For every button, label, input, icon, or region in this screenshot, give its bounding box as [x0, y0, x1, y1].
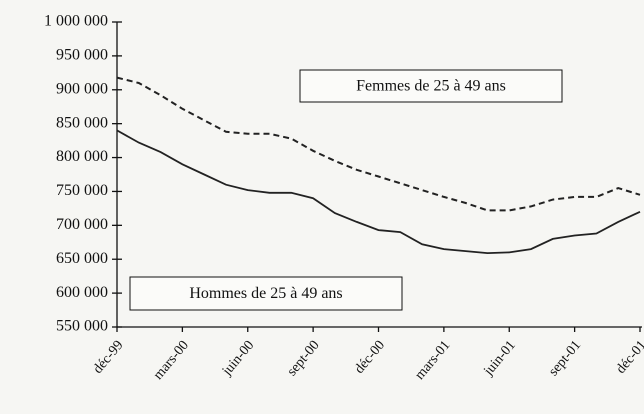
- legend-box: [299, 69, 563, 103]
- x-tick-label: juin-01: [481, 338, 519, 379]
- x-tick-label: mars-00: [151, 338, 192, 383]
- x-tick-label: déc-01: [614, 338, 644, 377]
- y-tick-label: 600 000: [56, 284, 108, 301]
- y-tick-label: 1 000 000: [44, 13, 108, 30]
- y-tick-label: 950 000: [56, 47, 108, 64]
- x-tick-label: sept-01: [546, 338, 584, 379]
- y-tick-label: 700 000: [56, 216, 108, 233]
- y-tick-label: 800 000: [56, 148, 108, 165]
- x-tick-label: sept-00: [285, 338, 323, 379]
- x-tick-label: juin-00: [219, 338, 257, 379]
- legend-box: [129, 276, 403, 311]
- x-tick-label: mars-01: [412, 338, 453, 383]
- x-tick-label: déc-99: [91, 338, 127, 377]
- series-line: [116, 76, 641, 212]
- y-tick-label: 900 000: [56, 80, 108, 97]
- y-tick-label: 650 000: [56, 250, 108, 267]
- legend-label: Femmes de 25 à 49 ans: [356, 78, 506, 95]
- x-tick-label: déc-00: [352, 338, 388, 377]
- y-tick-label: 750 000: [56, 182, 108, 199]
- series-line: [116, 129, 641, 255]
- legend-label: Hommes de 25 à 49 ans: [189, 285, 342, 302]
- y-tick-label: 850 000: [56, 114, 108, 131]
- y-tick-label: 550 000: [56, 318, 108, 335]
